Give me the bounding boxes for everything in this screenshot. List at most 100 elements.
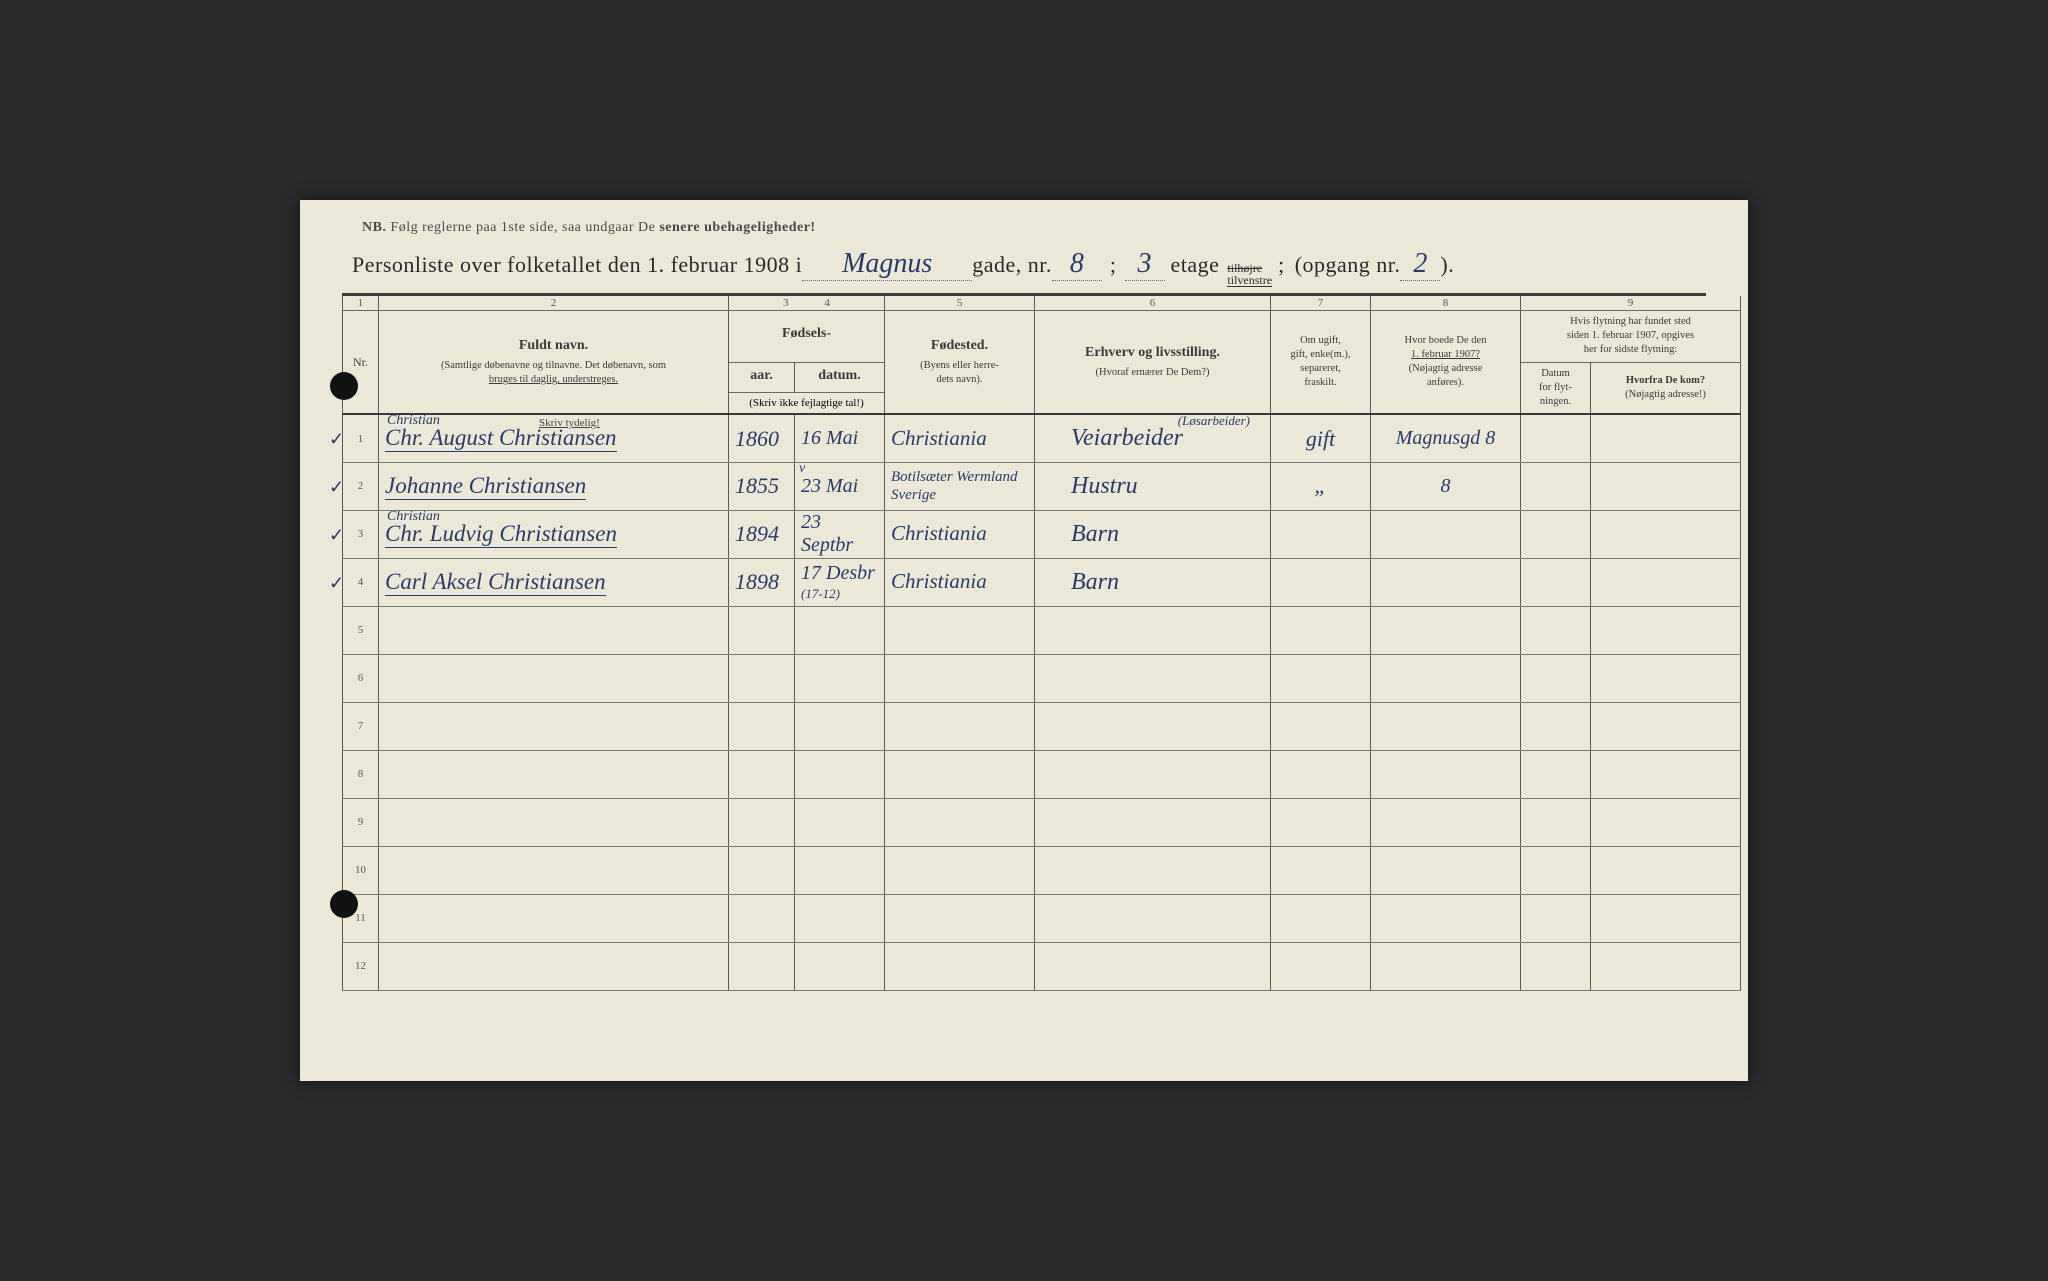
hdr-flyt-hvorfra: Hvorfra De kom? (Nøjagtig adresse!): [1591, 362, 1741, 414]
cell: 17 Desbr(17-12): [795, 558, 885, 606]
hdr-erhverv: Erhverv og livsstilling. (Hvoraf ernærer…: [1035, 311, 1271, 415]
birth-year: 1860: [735, 426, 779, 451]
hdr-fodested-main: Fødested.: [891, 337, 1028, 356]
cell: 4✓: [343, 558, 379, 606]
cell: [1271, 942, 1371, 990]
hdr-fodested: Fødested. (Byens eller herre- dets navn)…: [885, 311, 1035, 415]
hdr-fodsels-label: Fødsels-: [735, 325, 878, 344]
name-annotation: Christian: [387, 413, 440, 429]
occupation: Hustru: [1071, 473, 1138, 499]
cell: [1521, 846, 1591, 894]
hdr-flyt-top: Hvis flytning har fundet sted siden 1. f…: [1521, 311, 1741, 363]
birth-date-sub: (17-12): [801, 586, 840, 601]
table-row: 12: [343, 942, 1741, 990]
hdr-hvor: Hvor boede De den 1. februar 1907? (Nøja…: [1371, 311, 1521, 415]
cell: 16 Mai: [795, 414, 885, 462]
birth-year: 1855: [735, 473, 779, 498]
cell: [1521, 462, 1591, 510]
birth-year: 1898: [735, 569, 779, 594]
census-table: 1 2 3 4 5 6 7 8 9 Nr. Fuldt navn. (Samtl…: [342, 296, 1741, 991]
hdr-name-sub2: bruges til daglig, understreges.: [385, 373, 722, 387]
cell: 5: [343, 606, 379, 654]
cell: [1271, 846, 1371, 894]
etage-label: etage: [1171, 252, 1220, 278]
cell: Skriv tydelig!ChristianChr. August Chris…: [379, 414, 729, 462]
birth-date: 16 Mai: [801, 427, 858, 449]
cell: [729, 702, 795, 750]
cell: [1271, 894, 1371, 942]
colnum: 1: [343, 296, 379, 311]
cell: [1591, 414, 1741, 462]
cell: [1035, 654, 1271, 702]
opgang-nr-handwritten: 2: [1400, 248, 1440, 281]
side-tilvenstre: tilvenstre: [1227, 274, 1272, 287]
marital-status: gift: [1306, 426, 1335, 451]
cell: 8: [1371, 462, 1521, 510]
prev-address: Magnusgd 8: [1396, 427, 1495, 449]
hdr-flyt-hvorfra-main: Hvorfra De kom?: [1597, 374, 1734, 388]
cell: 11: [343, 894, 379, 942]
hdr-flyt-datum: Datum for flyt- ningen.: [1521, 362, 1591, 414]
checkmark-icon: ✓: [329, 477, 344, 498]
hdr-ugift: Om ugift, gift, enke(m.), separeret, fra…: [1271, 311, 1371, 415]
cell: [1591, 654, 1741, 702]
cell: [1591, 510, 1741, 558]
cell: [795, 942, 885, 990]
cell: [1521, 750, 1591, 798]
hdr-name-main: Fuldt navn.: [385, 337, 722, 356]
separator-semicolon-2: ;: [1278, 252, 1285, 278]
cell: 2✓: [343, 462, 379, 510]
table-row: 1✓Skriv tydelig!ChristianChr. August Chr…: [343, 414, 1741, 462]
cell: [1371, 750, 1521, 798]
side-options: tilhøjre tilvenstre: [1227, 262, 1272, 287]
nb-text: Følg reglerne paa 1ste side, saa undgaar…: [390, 220, 655, 235]
cell: [1591, 702, 1741, 750]
hdr-ugift-text: Om ugift, gift, enke(m.), separeret, fra…: [1277, 334, 1364, 391]
table-row: 11: [343, 894, 1741, 942]
hdr-flyt-top-text: Hvis flytning har fundet sted siden 1. f…: [1527, 315, 1734, 358]
cell: v23 Mai: [795, 462, 885, 510]
birthplace: Christiania: [891, 521, 987, 545]
cell: Carl Aksel Christiansen: [379, 558, 729, 606]
cell: [1591, 558, 1741, 606]
cell: [795, 654, 885, 702]
hdr-aar-label: aar.: [735, 367, 788, 386]
marital-status: „: [1314, 473, 1326, 498]
checkmark-icon: ✓: [329, 525, 344, 546]
cell: [1371, 558, 1521, 606]
cell: 1855: [729, 462, 795, 510]
table-row: 2✓Johanne Christiansen 1855 v23 MaiBotilsæ…: [343, 462, 1741, 510]
table-body: 1✓Skriv tydelig!ChristianChr. August Chr…: [343, 414, 1741, 990]
column-number-row: 1 2 3 4 5 6 7 8 9: [343, 296, 1741, 311]
cell: 7: [343, 702, 379, 750]
person-name: Johanne Christiansen: [385, 473, 586, 500]
hdr-name: Fuldt navn. (Samtlige døbenavne og tilna…: [379, 311, 729, 415]
colnum: 5: [885, 296, 1035, 311]
cell: [379, 894, 729, 942]
nb-tail: senere ubehageligheder!: [659, 220, 815, 235]
cell: [885, 894, 1035, 942]
cell: [1035, 606, 1271, 654]
birthplace: Botilsæter Wermland Sverige: [891, 469, 1018, 503]
cell: [379, 846, 729, 894]
cell: 1898: [729, 558, 795, 606]
gade-nr-handwritten: 8: [1052, 248, 1102, 281]
cell: [1521, 894, 1591, 942]
cell: 1894: [729, 510, 795, 558]
birth-year: 1894: [735, 521, 779, 546]
header-row-1: Nr. Fuldt navn. (Samtlige døbenavne og t…: [343, 311, 1741, 363]
punch-hole: [330, 372, 358, 400]
nb-instruction: NB. Følg reglerne paa 1ste side, saa und…: [362, 220, 1706, 236]
cell: [729, 942, 795, 990]
person-name: Chr. Ludvig Christiansen: [385, 521, 617, 548]
cell: [1371, 942, 1521, 990]
gade-label: gade, nr.: [972, 252, 1052, 278]
table-row: 10: [343, 846, 1741, 894]
colnum: 2: [379, 296, 729, 311]
colnum: 7: [1271, 296, 1371, 311]
cell: [885, 942, 1035, 990]
name-annotation: Christian: [387, 509, 440, 525]
cell: [1591, 846, 1741, 894]
cell: [1035, 750, 1271, 798]
cell: [1035, 798, 1271, 846]
